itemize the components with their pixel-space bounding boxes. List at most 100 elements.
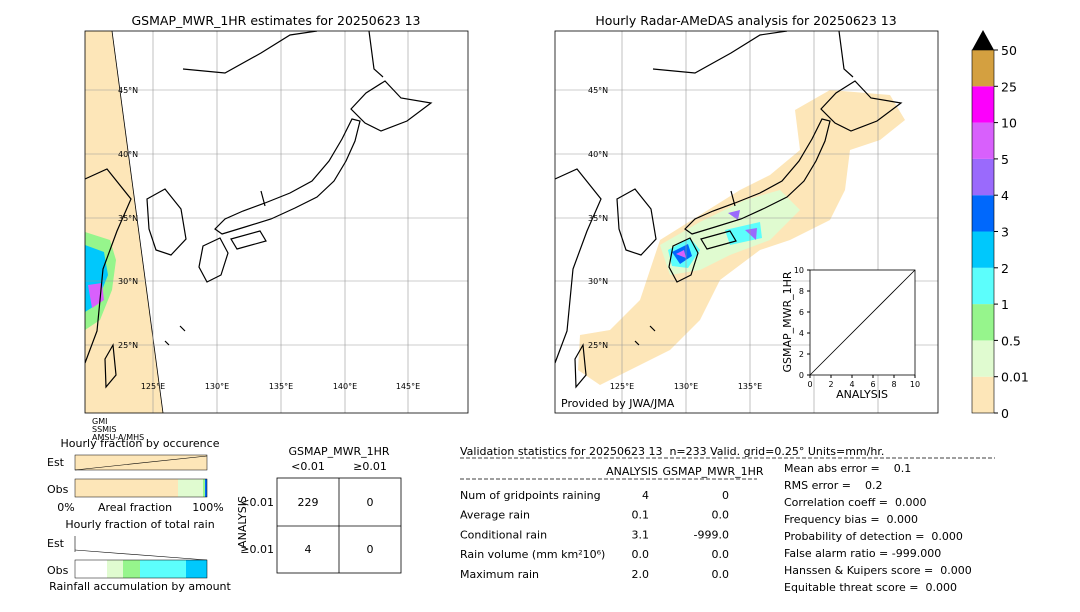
stat-value: 4 <box>642 489 649 502</box>
colorbar-label: 3 <box>1001 225 1009 240</box>
lon-label: 145°E <box>396 382 420 391</box>
sensor-label: SSMIS <box>92 425 117 434</box>
lat-label: 40°N <box>118 150 138 159</box>
y-tick-label: 6 <box>799 308 804 317</box>
score: RMS error = 0.2 <box>784 479 882 492</box>
axis-label: Areal fraction <box>98 501 172 514</box>
stat-value: 0.1 <box>632 509 650 522</box>
lon-label: 140°E <box>333 382 357 391</box>
lon-label: 135°E <box>269 382 293 391</box>
contingency-table: GSMAP_MWR_1HR <0.01 ≥0.01 ANALYSIS <0.01… <box>236 445 402 574</box>
lat-label: 35°N <box>588 214 608 223</box>
y-tick-label: 10 <box>794 266 804 275</box>
stat-label: Conditional rain <box>460 528 547 541</box>
stat-value: 3.1 <box>632 528 650 541</box>
colorbar-label: 5 <box>1001 152 1009 167</box>
lat-label: 30°N <box>588 277 608 286</box>
stat-label: Rain volume (mm km²10⁶) <box>460 548 605 561</box>
lon-label: 135°E <box>738 382 762 391</box>
column-label: GSMAP_MWR_1HR <box>662 465 763 478</box>
y-axis-label: GSMAP_MWR_1HR <box>781 271 794 372</box>
lon-label: 130°E <box>674 382 698 391</box>
lat-label: 35°N <box>118 214 138 223</box>
stat-value: 0.0 <box>712 509 730 522</box>
credit: Provided by JWA/JMA <box>561 397 675 410</box>
stat-value: 0.0 <box>712 568 730 581</box>
y-tick-label: 2 <box>799 350 804 359</box>
score: Frequency bias = 0.000 <box>784 513 918 526</box>
left-map: GSMAP_MWR_1HR estimates for 20250623 13 … <box>84 13 469 414</box>
sensor-label: AMSU-A/MHS <box>92 433 144 442</box>
y-tick-label: 4 <box>799 329 804 338</box>
colorbar-label: 10 <box>1001 116 1017 131</box>
stat-label: Average rain <box>460 509 530 522</box>
cell: 229 <box>298 496 319 509</box>
score: Probability of detection = 0.000 <box>784 530 963 543</box>
stats-header: Validation statistics for 20250623 13 n=… <box>460 445 884 458</box>
colorbar-segment <box>972 86 994 123</box>
row-label: Est <box>47 456 65 469</box>
row-label: <0.01 <box>240 496 274 509</box>
stat-label: Maximum rain <box>460 568 539 581</box>
cell: 0 <box>367 543 374 556</box>
colorbar-label: 2 <box>1001 261 1009 276</box>
y-tick-label: 8 <box>799 287 804 296</box>
lat-label: 30°N <box>118 277 138 286</box>
axis-left: 0% <box>57 501 74 514</box>
row-label: Est <box>47 537 65 550</box>
colorbar-label: 0.01 <box>1001 370 1029 385</box>
lon-label: 125°E <box>610 382 634 391</box>
map-title: Hourly Radar-AMeDAS analysis for 2025062… <box>595 13 896 28</box>
colorbar-segment <box>972 158 994 196</box>
x-tick-label: 0 <box>807 380 812 389</box>
lat-label: 45°N <box>588 86 608 95</box>
x-tick-label: 10 <box>910 380 920 389</box>
colorbar-label: 0.5 <box>1001 333 1021 348</box>
colorbar-segment <box>972 50 994 87</box>
lon-label: 130°E <box>205 382 229 391</box>
colorbar-segment <box>972 304 994 341</box>
stat-value: 0.0 <box>712 548 730 561</box>
axis-label: Rainfall accumulation by amount <box>49 580 231 593</box>
colorbar-label: 1 <box>1001 297 1009 312</box>
lon-label: 125°E <box>141 382 165 391</box>
swath <box>85 31 163 413</box>
row-label: Obs <box>47 483 69 496</box>
total-rain-fraction: Hourly fraction of total rain Est Obs Ra… <box>47 518 232 593</box>
validation-stats: Validation statistics for 20250623 13 n=… <box>460 445 995 594</box>
lat-label: 40°N <box>588 150 608 159</box>
colorbar-segment <box>972 376 994 413</box>
row-label: ≥0.01 <box>240 543 274 556</box>
panel-title: Hourly fraction by occurence <box>61 437 220 450</box>
score: Correlation coeff = 0.000 <box>784 496 926 509</box>
x-tick-label: 8 <box>891 380 896 389</box>
colorbar-segment <box>972 340 994 377</box>
column-label: ANALYSIS <box>606 465 658 478</box>
right-map: Hourly Radar-AMeDAS analysis for 2025062… <box>554 13 939 414</box>
colorbar-label: 4 <box>1001 188 1009 203</box>
stat-value: 0.0 <box>632 548 650 561</box>
colorbar-label: 50 <box>1001 43 1017 58</box>
score: Equitable threat score = 0.000 <box>784 581 957 594</box>
x-tick-label: 4 <box>849 380 854 389</box>
colorbar-label: 0 <box>1001 406 1009 421</box>
lat-label: 25°N <box>588 341 608 350</box>
cell: 0 <box>367 496 374 509</box>
occurrence-fraction: Hourly fraction by occurence Est Obs 0% … <box>47 437 224 514</box>
column-label: ≥0.01 <box>353 460 387 473</box>
row-title: ANALYSIS <box>236 496 249 548</box>
score: Hanssen & Kuipers score = 0.000 <box>784 564 972 577</box>
x-tick-label: 2 <box>828 380 833 389</box>
colorbar-segment <box>972 267 994 305</box>
sensor-label: GMI <box>92 417 107 426</box>
score: Mean abs error = 0.1 <box>784 462 911 475</box>
scatter-inset: ANALYSIS GSMAP_MWR_1HR 0 2 4 6 8 10 0 2 4 6 8 10 <box>781 266 920 401</box>
colorbar-label: 25 <box>1001 79 1017 94</box>
colorbar-segment <box>972 231 994 268</box>
table-title: GSMAP_MWR_1HR <box>288 445 389 458</box>
stat-value: 0 <box>722 489 729 502</box>
colorbar-segment <box>972 122 994 159</box>
score: False alarm ratio = -999.000 <box>784 547 941 560</box>
x-axis-label: ANALYSIS <box>836 388 888 401</box>
